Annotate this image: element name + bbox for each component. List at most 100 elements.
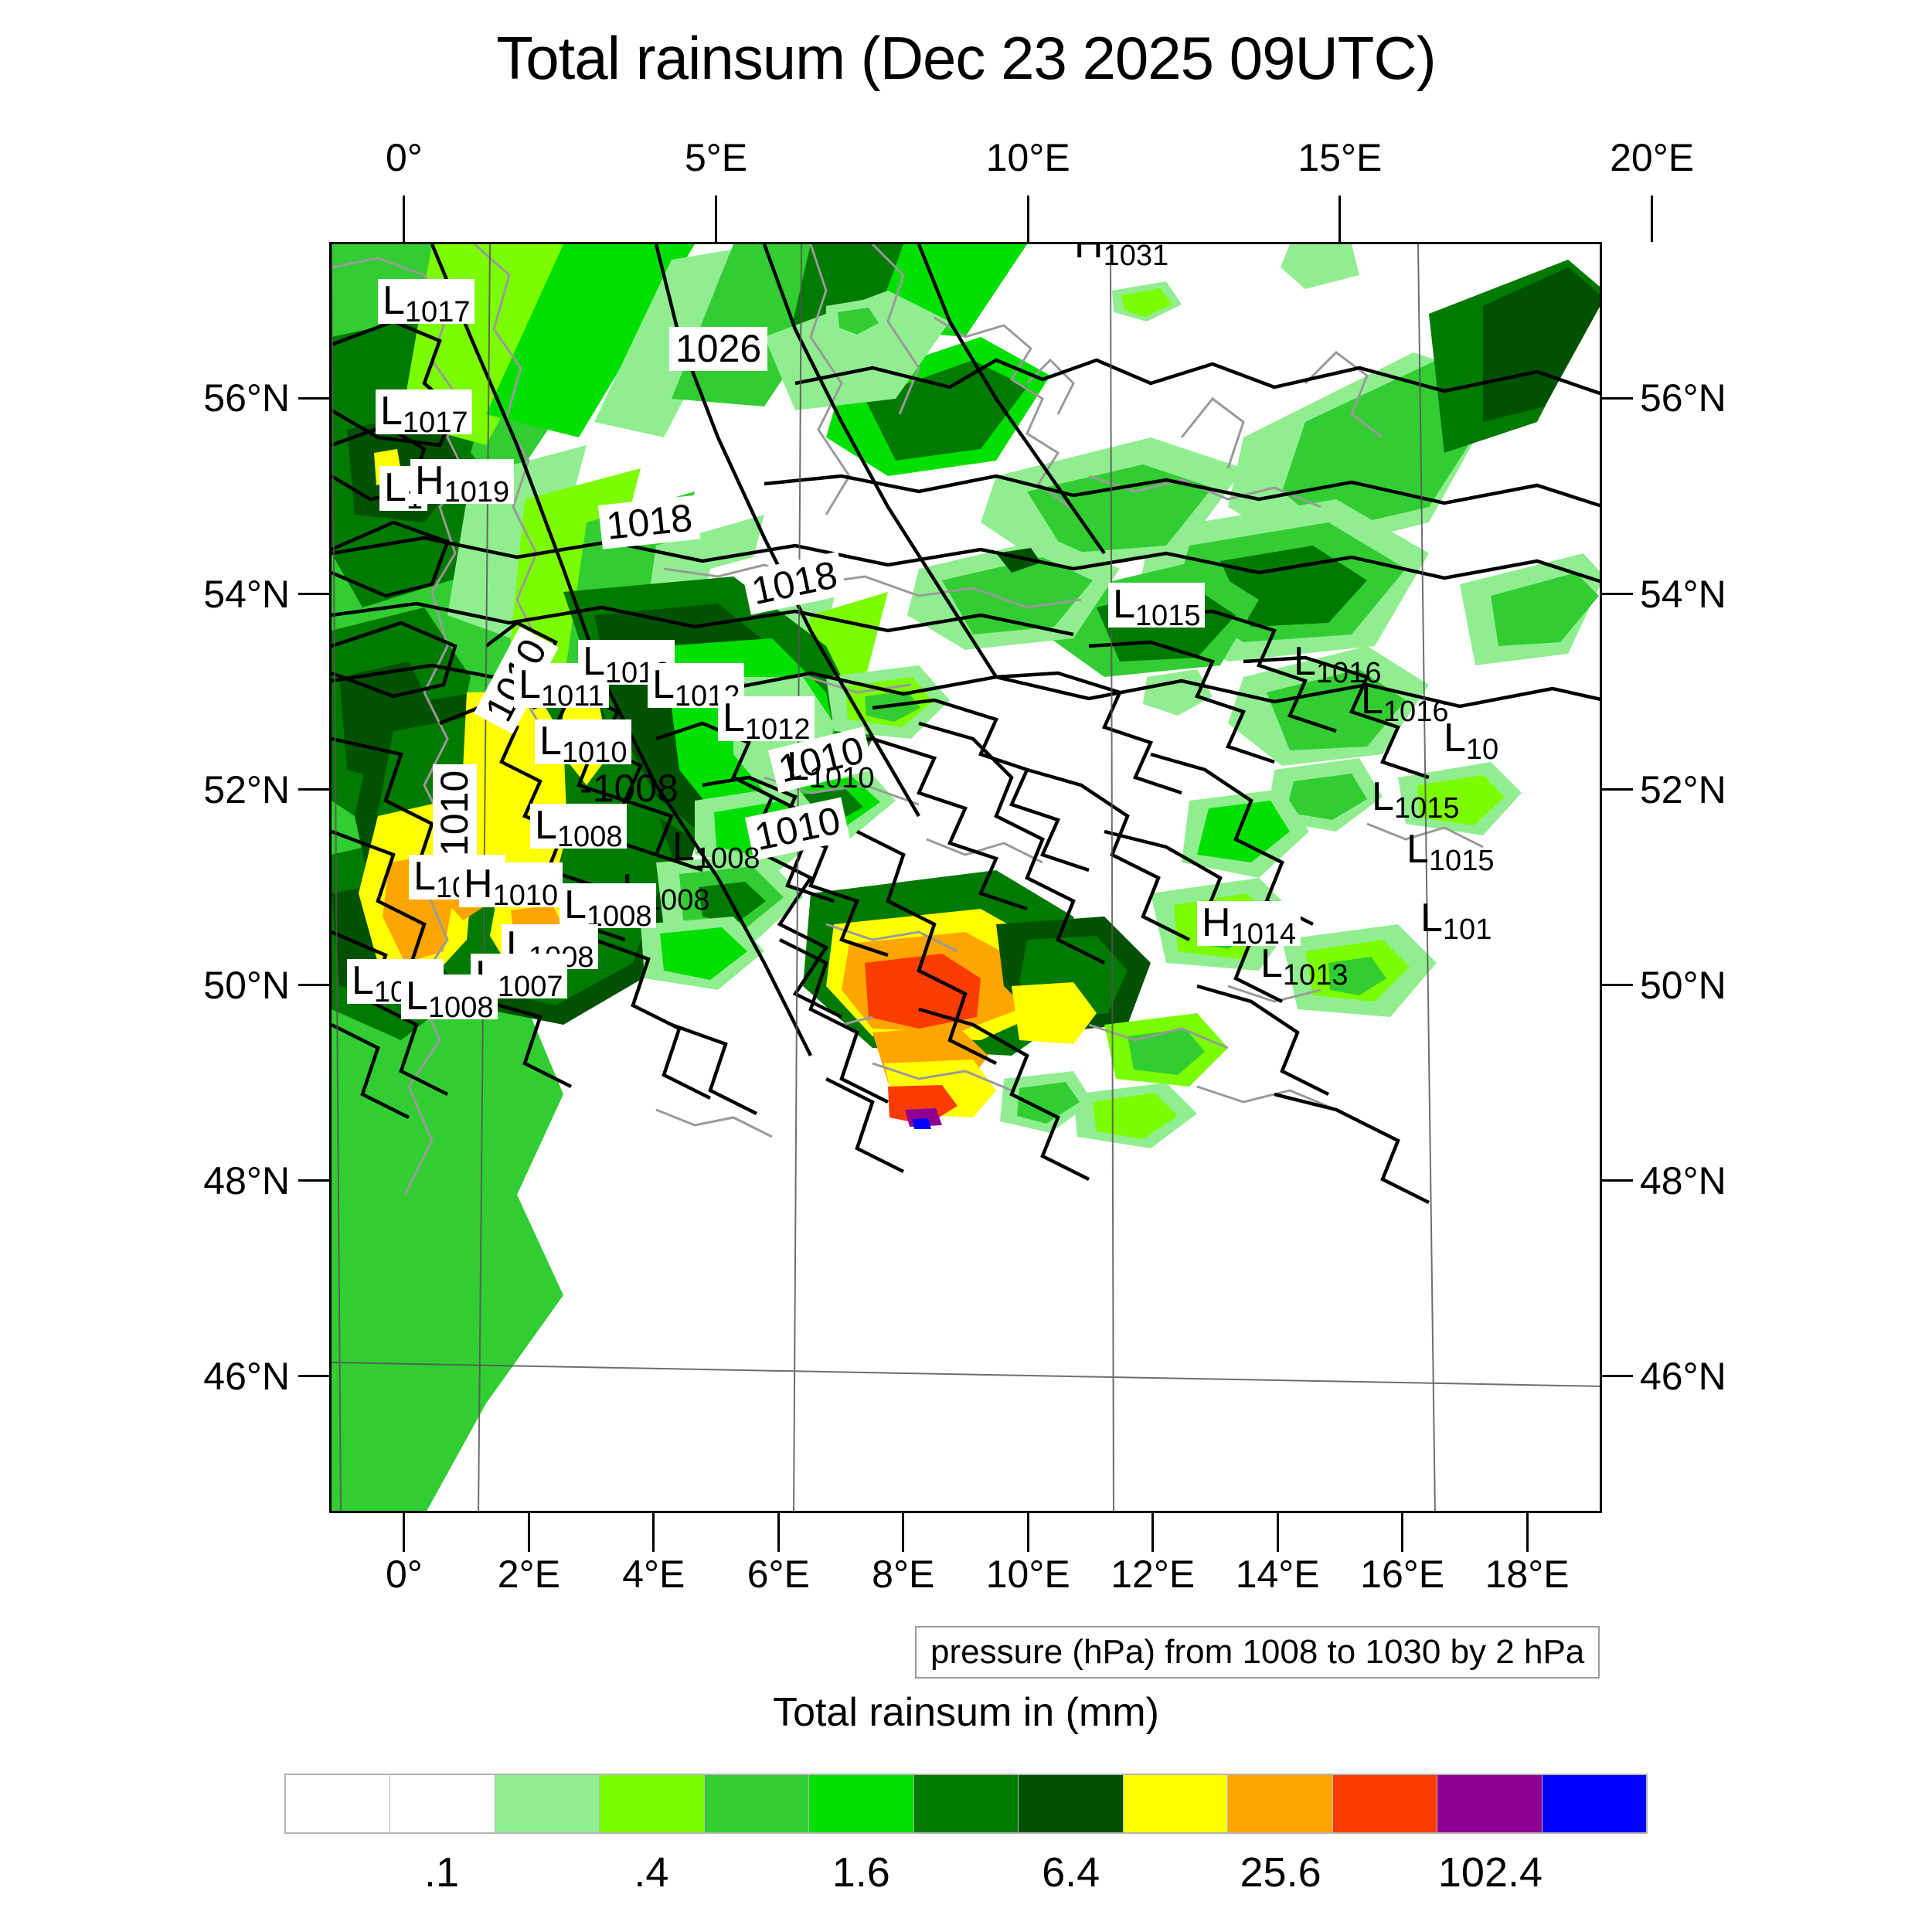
pressure-marker-value: 1010 — [561, 736, 628, 769]
tick-bottom-3 — [777, 1513, 780, 1552]
tick-top-1 — [715, 196, 718, 242]
pressure-marker-low-5: L1015 — [1108, 582, 1206, 631]
pressure-marker-value: 1008 — [556, 821, 623, 853]
lon-label-bottom-9: 18°E — [1485, 1553, 1570, 1596]
lon-label-bottom-3: 6°E — [747, 1553, 810, 1596]
pressure-marker-type: L — [1113, 582, 1135, 627]
lat-label-right-4: 48°N — [1640, 1158, 1726, 1202]
colorbar-segment-5[interactable] — [809, 1775, 914, 1832]
colorbar-segment-10[interactable] — [1332, 1775, 1438, 1832]
colorbar-segment-7[interactable] — [1019, 1775, 1124, 1832]
pressure-marker-layer: L1017L1017L1H1019H1031L1015L1016L1016L10… — [332, 244, 1600, 1511]
tick-left-3 — [298, 984, 331, 987]
colorbar-tick-label-3: .4 — [634, 1849, 669, 1896]
lat-label-left-1: 54°N — [203, 572, 290, 616]
lat-label-left-2: 52°N — [203, 767, 290, 811]
lon-label-bottom-0: 0° — [385, 1553, 423, 1596]
pressure-marker-value: 1012 — [744, 713, 811, 746]
colorbar-title: Total rainsum in (mm) — [773, 1690, 1159, 1735]
pressure-marker-value: 1010 — [808, 762, 875, 794]
pressure-marker-value: 10 — [1465, 733, 1499, 766]
pressure-marker-high-24: H1014 — [1197, 900, 1301, 949]
map-plot-area[interactable]: L1017L1017L1H1019H1031L1015L1016L1016L10… — [329, 242, 1602, 1513]
tick-top-3 — [1338, 196, 1342, 242]
lat-label-right-3: 50°N — [1640, 963, 1726, 1007]
pressure-marker-type: L — [519, 662, 541, 707]
pressure-marker-low-11: L1012 — [718, 696, 815, 744]
isobar-label-7: -1008 — [580, 767, 679, 810]
tick-bottom-8 — [1401, 1513, 1404, 1552]
pressure-marker-type: L — [535, 803, 557, 848]
pressure-marker-type: L — [1406, 827, 1429, 872]
pressure-marker-high-20: H1010 — [459, 862, 563, 910]
lat-label-left-5: 46°N — [203, 1354, 290, 1398]
pressure-marker-value: 1015 — [1393, 792, 1460, 825]
tick-top-4 — [1651, 196, 1654, 242]
colorbar-segment-3[interactable] — [600, 1775, 705, 1832]
pressure-marker-value: 1008 — [427, 992, 494, 1024]
isobar-label-2: 1018 — [742, 551, 848, 615]
pressure-marker-value: 1011 — [540, 680, 604, 713]
pressure-marker-value: 1015 — [1428, 845, 1495, 877]
lat-label-left-0: 56°N — [203, 376, 290, 420]
tick-bottom-7 — [1276, 1513, 1279, 1552]
pressure-marker-type: L — [652, 662, 675, 707]
colorbar-segment-0[interactable] — [286, 1775, 391, 1832]
tick-right-4 — [1600, 1179, 1633, 1182]
pressure-marker-type: L — [352, 958, 374, 1003]
lon-label-top-0: 0° — [385, 136, 423, 179]
tick-right-1 — [1600, 593, 1633, 596]
pressure-marker-low-15: L1015 — [1367, 775, 1464, 823]
colorbar-segment-9[interactable] — [1228, 1775, 1333, 1832]
lat-label-right-2: 52°N — [1640, 767, 1726, 811]
pressure-marker-value: 1010 — [492, 879, 559, 912]
tick-left-0 — [298, 396, 331, 400]
pressure-marker-type: L — [1361, 678, 1383, 723]
lon-label-bottom-7: 14°E — [1235, 1553, 1320, 1596]
pressure-marker-type: H — [1202, 900, 1231, 945]
pressure-marker-type: L — [383, 278, 405, 323]
pressure-marker-type: L — [1260, 941, 1283, 986]
pressure-marker-type: L — [1420, 896, 1443, 940]
tick-bottom-9 — [1526, 1513, 1529, 1552]
pressure-marker-value: 1015 — [1134, 600, 1201, 632]
colorbar-segment-1[interactable] — [390, 1775, 495, 1832]
pressure-marker-value: 101 — [1442, 913, 1492, 946]
map-clip: L1017L1017L1H1019H1031L1015L1016L1016L10… — [332, 244, 1600, 1511]
pressure-marker-type: H — [1074, 244, 1104, 267]
pressure-marker-low-22: L1015 — [1402, 827, 1498, 876]
tick-top-0 — [403, 196, 406, 242]
pressure-marker-low-13: L1010 — [782, 745, 879, 793]
lon-label-top-2: 10°E — [985, 136, 1070, 179]
pressure-marker-type: L — [413, 854, 436, 899]
colorbar-segment-6[interactable] — [913, 1775, 1019, 1832]
colorbar-segment-8[interactable] — [1123, 1775, 1229, 1832]
colorbar-tick-label-7: 6.4 — [1042, 1849, 1100, 1896]
pressure-marker-low-7: L1016 — [1356, 678, 1453, 726]
lon-label-bottom-4: 8°E — [872, 1553, 935, 1596]
tick-bottom-4 — [902, 1513, 905, 1552]
colorbar-tick-label-11: 102.4 — [1437, 1849, 1543, 1896]
pressure-marker-low-25: L101 — [1416, 896, 1496, 944]
lat-label-right-5: 46°N — [1640, 1354, 1726, 1398]
tick-left-2 — [298, 788, 331, 791]
tick-top-2 — [1026, 196, 1029, 242]
colorbar-segment-12[interactable] — [1542, 1775, 1647, 1832]
tick-bottom-6 — [1151, 1513, 1155, 1552]
tick-bottom-1 — [527, 1513, 530, 1552]
pressure-marker-value: 1016 — [1383, 696, 1449, 728]
colorbar-segment-11[interactable] — [1437, 1775, 1543, 1832]
pressure-marker-value: 1016 — [1315, 657, 1382, 689]
pressure-marker-type: L — [583, 639, 605, 684]
colorbar-tick-label-1: .1 — [424, 1849, 460, 1896]
colorbar-tick-label-5: 1.6 — [832, 1849, 890, 1896]
colorbar[interactable] — [284, 1774, 1648, 1834]
colorbar-segment-2[interactable] — [495, 1775, 600, 1832]
lat-label-right-0: 56°N — [1640, 376, 1726, 420]
pressure-marker-type: L — [723, 696, 745, 740]
pressure-marker-low-27: L1013 — [1256, 941, 1352, 990]
colorbar-segment-4[interactable] — [704, 1775, 810, 1832]
pressure-marker-low-6: L1016 — [1289, 640, 1386, 688]
pressure-marker-type: L — [539, 719, 562, 764]
